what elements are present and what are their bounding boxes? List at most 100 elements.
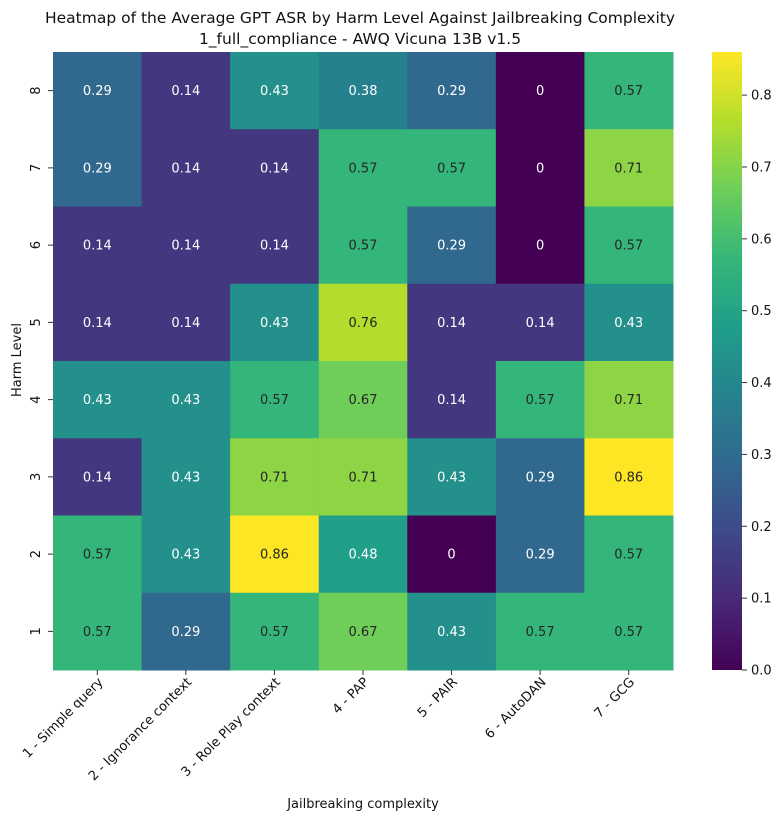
y-axis-ticks: 8 7 6 5 4 3 2 1 (29, 86, 53, 636)
heatmap-cell (495, 129, 585, 207)
heatmap-cell (584, 283, 674, 362)
cell-value-label: 0.86 (260, 548, 289, 563)
colorbar-tick-label: 0.7 (751, 160, 772, 175)
y-tick-label: 1 (29, 627, 44, 635)
heatmap-cell (495, 52, 585, 130)
heatmap-cell (584, 438, 674, 516)
cell-value-label: 0.71 (349, 470, 378, 485)
heatmap-cell (53, 283, 143, 362)
x-tick-label: 5 - PAIR (415, 675, 461, 721)
heatmap-cell (53, 361, 143, 439)
colorbar-tick-label: 0.0 (751, 664, 772, 679)
cell-value-label: 0.14 (83, 470, 112, 485)
heatmap-cell (141, 206, 231, 285)
cell-value-label: 0.76 (349, 316, 378, 331)
heatmap-cell (584, 515, 674, 594)
heatmap-cell (318, 283, 408, 362)
cell-value-label: 0.14 (171, 161, 200, 176)
heatmap-cell (141, 515, 231, 594)
chart-title: Heatmap of the Average GPT ASR by Harm L… (45, 9, 675, 27)
heatmap-cell (318, 361, 408, 439)
heatmap-cell (230, 361, 320, 439)
cell-value-label: 0.14 (260, 239, 289, 254)
colorbar-tick-label: 0.3 (751, 448, 772, 463)
colorbar-tick-label: 0.1 (751, 592, 772, 607)
cell-value-label: 0.14 (526, 316, 555, 331)
cell-value-label: 0.43 (260, 316, 289, 331)
heatmap-cell (141, 361, 231, 439)
colorbar-tick-label: 0.4 (751, 376, 772, 391)
x-tick-label: 6 - AutoDAN (482, 675, 549, 742)
cell-value-label: 0.29 (83, 84, 112, 99)
heatmap-cell (407, 52, 497, 130)
heatmap-cell (407, 283, 497, 362)
y-tick-label: 4 (29, 395, 44, 403)
cell-value-label: 0.57 (614, 239, 643, 254)
heatmap-cell (318, 438, 408, 516)
cell-value-label: 0.38 (349, 84, 378, 99)
cell-value-label: 0.43 (171, 548, 200, 563)
colorbar-tick-label: 0.8 (751, 89, 772, 104)
cell-value-label: 0.57 (437, 161, 466, 176)
heatmap-cell (495, 592, 585, 671)
cell-value-label: 0.29 (171, 625, 200, 640)
colorbar-gradient (712, 52, 742, 670)
cell-value-label: 0.57 (614, 548, 643, 563)
cell-value-label: 0.57 (614, 625, 643, 640)
heatmap-cell (53, 438, 143, 516)
cell-value-label: 0.29 (437, 239, 466, 254)
heatmap-cell (407, 206, 497, 285)
heatmap-cell (318, 592, 408, 671)
cell-value-label: 0.57 (614, 84, 643, 99)
cell-value-label: 0 (536, 84, 544, 99)
heatmap-cell (230, 52, 320, 130)
cell-value-label: 0.71 (614, 393, 643, 408)
heatmap-cell (53, 52, 143, 130)
chart-subtitle: 1_full_compliance - AWQ Vicuna 13B v1.5 (199, 30, 521, 49)
cell-value-label: 0.71 (260, 470, 289, 485)
heatmap-cell (584, 52, 674, 130)
cell-value-label: 0.29 (526, 548, 555, 563)
cell-value-label: 0.14 (260, 161, 289, 176)
cell-value-label: 0.14 (171, 239, 200, 254)
cell-value-label: 0.14 (171, 84, 200, 99)
x-tick-label: 4 - PAP (330, 675, 373, 718)
cell-value-label: 0.43 (171, 393, 200, 408)
heatmap-cell (407, 129, 497, 207)
heatmap-cell (141, 283, 231, 362)
heatmap-cell (230, 283, 320, 362)
cell-value-label: 0.43 (437, 625, 466, 640)
heatmap-cell (584, 361, 674, 439)
cell-value-label: 0.14 (437, 393, 466, 408)
cell-value-label: 0.57 (349, 239, 378, 254)
cell-value-label: 0.43 (614, 316, 643, 331)
cell-value-label: 0.14 (83, 316, 112, 331)
heatmap-cell (407, 438, 497, 516)
heatmap-cell (53, 129, 143, 207)
heatmap-cell (230, 438, 320, 516)
heatmap-cell (230, 592, 320, 671)
heatmap-cell (53, 515, 143, 594)
heatmap-cell (495, 438, 585, 516)
cell-value-label: 0.14 (171, 316, 200, 331)
colorbar-tick-label: 0.2 (751, 520, 772, 535)
heatmap-cell (495, 515, 585, 594)
cell-value-label: 0.57 (83, 548, 112, 563)
heatmap-cell (230, 206, 320, 285)
cell-value-label: 0.57 (526, 393, 555, 408)
cell-value-label: 0.71 (614, 161, 643, 176)
heatmap-cells: 0.29 0.14 0.43 0.38 0.29 0 0.57 0.29 0.14 0.14 0.5… (53, 52, 674, 671)
heatmap-cell (407, 361, 497, 439)
cell-value-label: 0.29 (437, 84, 466, 99)
heatmap-cell (584, 592, 674, 671)
x-axis-label: Jailbreaking complexity (286, 797, 439, 812)
y-tick-label: 7 (29, 164, 44, 172)
x-tick-label: 7 - GCG (592, 675, 638, 721)
y-tick-label: 5 (29, 318, 44, 326)
cell-value-label: 0.57 (526, 625, 555, 640)
y-tick-label: 6 (29, 241, 44, 249)
cell-value-label: 0.43 (83, 393, 112, 408)
heatmap-cell (495, 206, 585, 285)
